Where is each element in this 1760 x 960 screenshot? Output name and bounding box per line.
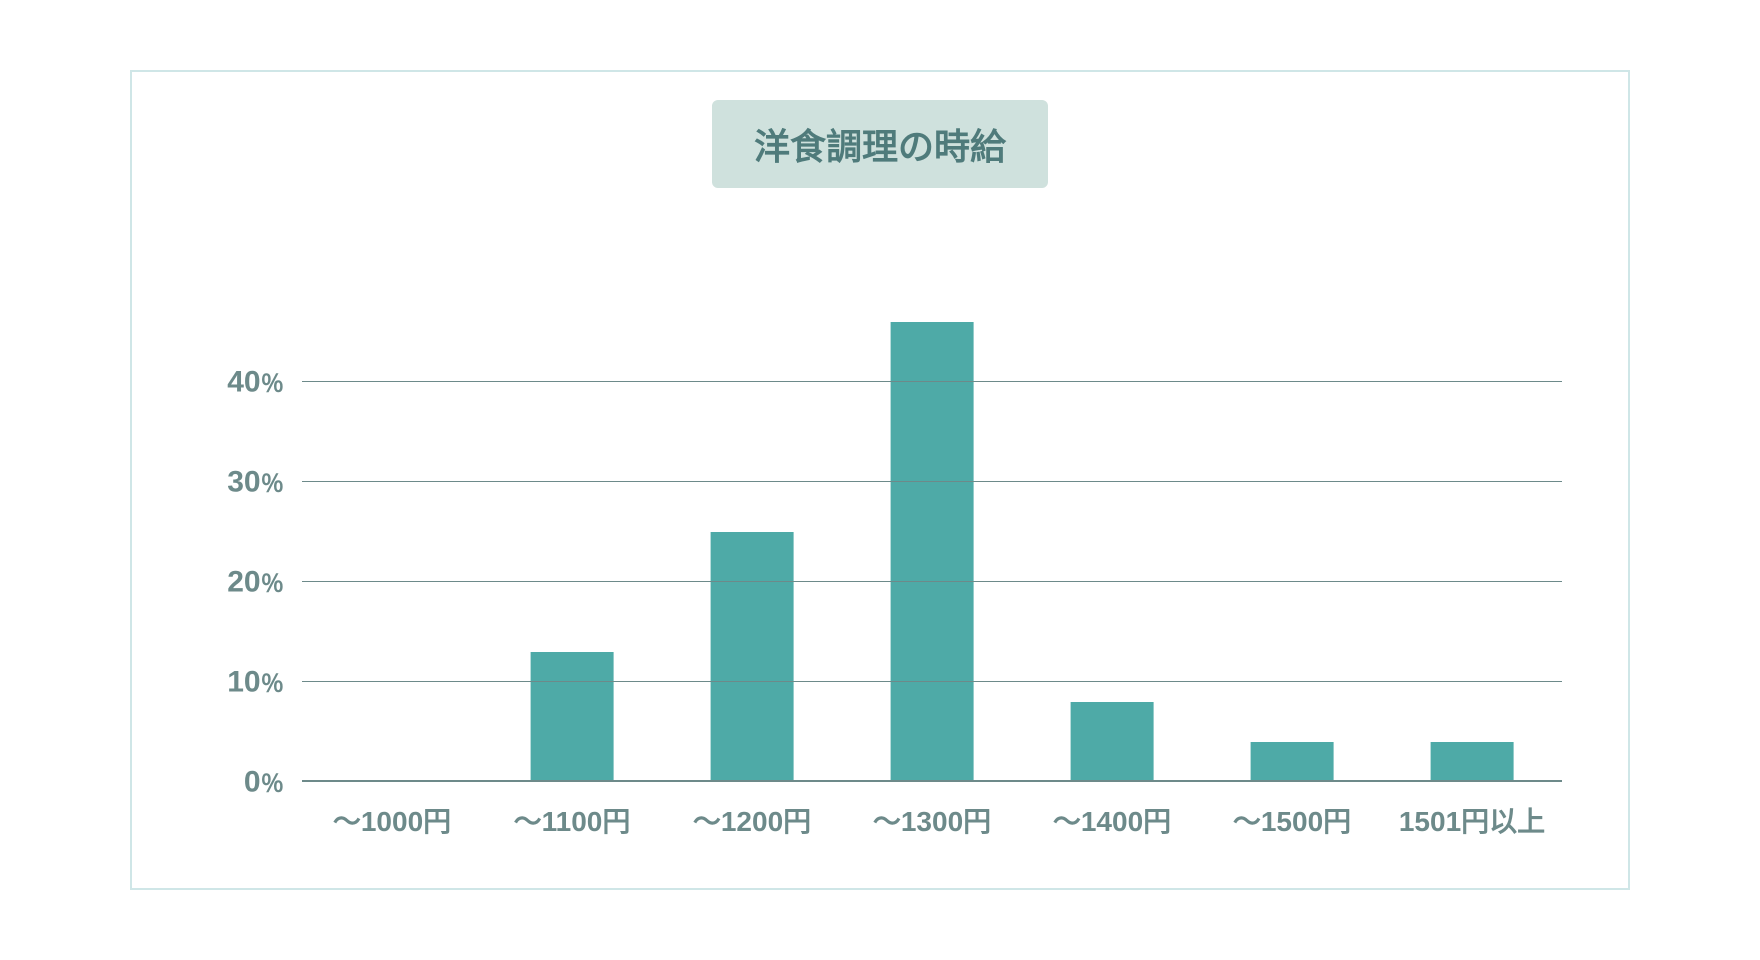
bar-slot: 1501円以上 <box>1382 282 1562 782</box>
bar <box>1251 742 1334 782</box>
bar <box>1431 742 1514 782</box>
bar-slot: 〜1500円 <box>1202 282 1382 782</box>
bar <box>531 652 614 782</box>
gridline <box>302 581 1562 582</box>
x-tick-label: 〜1500円 <box>1233 782 1351 840</box>
gridline <box>302 481 1562 482</box>
bar <box>1071 702 1154 782</box>
x-tick-label: 〜1000円 <box>333 782 451 840</box>
y-tick-label: 0％ <box>244 765 302 800</box>
chart-frame: 洋食調理の時給 〜1000円〜1100円〜1200円〜1300円〜1400円〜1… <box>130 70 1630 890</box>
chart-title-text: 洋食調理の時給 <box>754 126 1006 167</box>
bar-slot: 〜1400円 <box>1022 282 1202 782</box>
x-axis-baseline <box>302 780 1562 782</box>
x-tick-label: 〜1100円 <box>514 782 631 840</box>
bar <box>711 532 794 782</box>
x-tick-label: 〜1400円 <box>1053 782 1171 840</box>
gridline <box>302 681 1562 682</box>
x-tick-label: 〜1300円 <box>873 782 991 840</box>
bar-slot: 〜1200円 <box>662 282 842 782</box>
y-tick-label: 20％ <box>227 565 302 600</box>
gridline <box>302 381 1562 382</box>
bars-row: 〜1000円〜1100円〜1200円〜1300円〜1400円〜1500円1501… <box>302 282 1562 782</box>
chart-title: 洋食調理の時給 <box>712 100 1048 188</box>
bar-slot: 〜1000円 <box>302 282 482 782</box>
bar-slot: 〜1100円 <box>482 282 662 782</box>
y-tick-label: 30％ <box>227 465 302 500</box>
y-tick-label: 10％ <box>227 665 302 700</box>
bar <box>891 322 974 782</box>
plot-area: 〜1000円〜1100円〜1200円〜1300円〜1400円〜1500円1501… <box>302 282 1562 782</box>
x-tick-label: 1501円以上 <box>1399 782 1545 840</box>
x-tick-label: 〜1200円 <box>693 782 811 840</box>
bar-slot: 〜1300円 <box>842 282 1022 782</box>
y-tick-label: 40％ <box>227 365 302 400</box>
